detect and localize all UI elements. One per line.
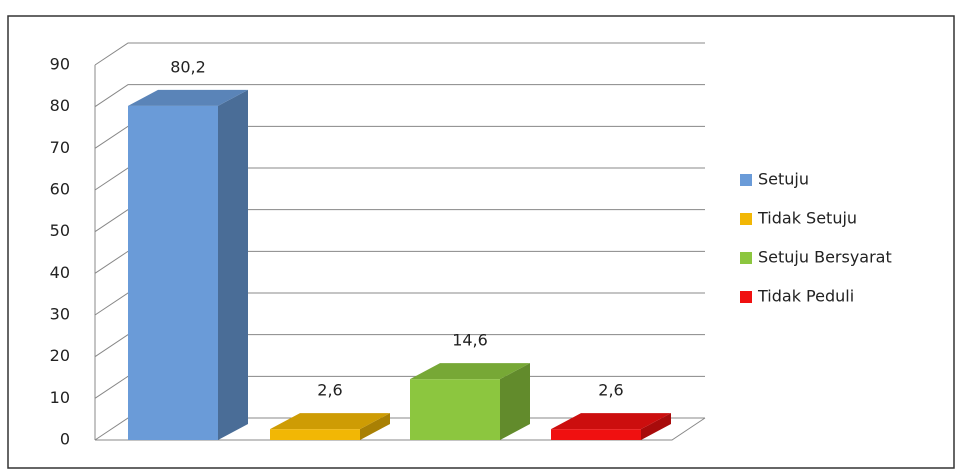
y-tick-label: 60: [50, 180, 70, 199]
bar: [551, 429, 641, 440]
bar: [410, 379, 500, 440]
y-tick-label: 50: [50, 221, 70, 240]
bar: [128, 106, 218, 440]
y-tick-label: 20: [50, 346, 70, 365]
data-label: 14,6: [452, 331, 488, 350]
legend-swatch: [740, 213, 752, 225]
bar: [270, 429, 360, 440]
legend-label: Setuju: [758, 170, 809, 189]
data-label: 80,2: [170, 57, 206, 76]
y-tick-label: 70: [50, 138, 70, 157]
y-tick-label: 10: [50, 388, 70, 407]
y-tick-label: 40: [50, 263, 70, 282]
y-tick-label: 0: [60, 430, 70, 449]
legend-swatch: [740, 252, 752, 264]
chart: 0 10 20 30 40 50 60 70 80 90 80,2 Setuju 2,6 Tidak Se…: [0, 0, 969, 469]
legend-label: Tidak Peduli: [757, 287, 854, 306]
bar-side: [218, 90, 248, 440]
y-tick-label: 80: [50, 96, 70, 115]
legend-label: Tidak Setuju: [757, 209, 857, 228]
y-tick-label: 30: [50, 305, 70, 324]
legend-label: Setuju Bersyarat: [758, 248, 892, 267]
y-tick-label: 90: [50, 55, 70, 74]
legend-swatch: [740, 291, 752, 303]
data-label: 2,6: [598, 381, 623, 400]
data-label: 2,6: [317, 381, 342, 400]
page: 0 10 20 30 40 50 60 70 80 90 80,2 Setuju 2,6 Tidak Se…: [0, 0, 969, 469]
legend-swatch: [740, 174, 752, 186]
